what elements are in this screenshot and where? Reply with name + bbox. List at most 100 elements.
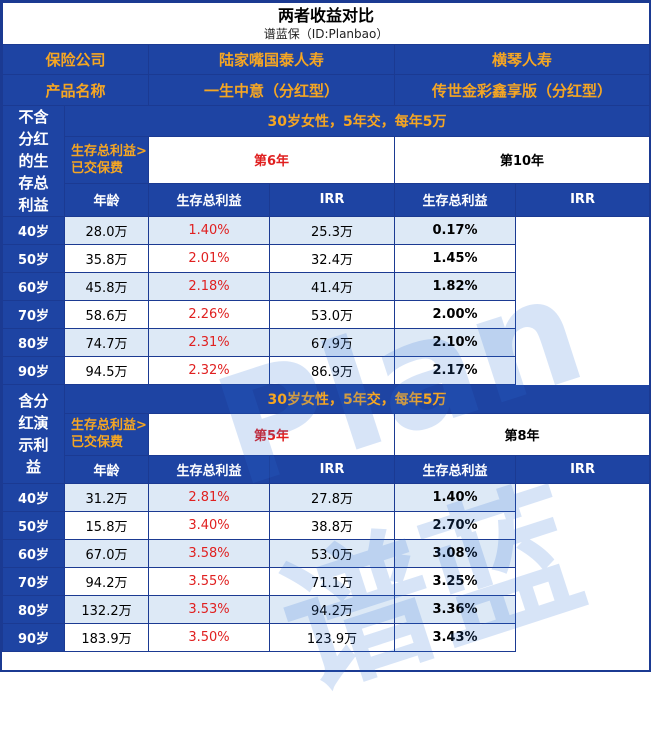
a-irr-cell: 2.81% — [148, 482, 270, 512]
product-a: 一生中意（分红型） — [148, 74, 395, 106]
section1-condition: 30岁女性，5年交，每年5万 — [63, 105, 651, 137]
comparison-table: 两者收益对比 谱蓝保（ID:Planbao） 保险公司 陆家嘴国泰人寿 横琴人寿… — [1, 2, 651, 385]
b-irr-cell: 2.00% — [394, 300, 516, 329]
a-benefit-cell: 28.0万 — [64, 216, 149, 245]
section1-a-irr-header: IRR — [269, 182, 395, 218]
b-benefit-cell: 67.9万 — [269, 328, 395, 357]
b-benefit-cell: 27.8万 — [269, 482, 395, 512]
a-irr-cell: 3.55% — [148, 566, 270, 596]
a-irr-cell: 3.58% — [148, 538, 270, 568]
a-benefit-cell: 35.8万 — [64, 244, 149, 273]
table-row: 70岁 94.2万 3.55% 71.1万 3.25% — [2, 566, 650, 596]
b-irr-cell: 1.40% — [394, 482, 516, 512]
a-irr-cell: 2.26% — [148, 300, 270, 329]
b-irr-cell: 3.36% — [394, 594, 516, 624]
b-benefit-cell: 32.4万 — [269, 244, 395, 273]
b-benefit-cell: 41.4万 — [269, 272, 395, 301]
a-benefit-cell: 94.2万 — [64, 566, 149, 596]
b-irr-cell: 2.70% — [394, 510, 516, 540]
age-cell: 90岁 — [2, 622, 65, 652]
a-irr-cell: 2.31% — [148, 328, 270, 357]
section2-b-irr-header: IRR — [514, 454, 651, 484]
b-benefit-cell: 71.1万 — [269, 566, 395, 596]
table-row: 60岁 45.8万 2.18% 41.4万 1.82% — [2, 272, 650, 301]
company-a: 陆家嘴国泰人寿 — [148, 44, 395, 75]
section2-benefit-gt-premium-label: 生存总利益>已交保费 — [64, 412, 149, 456]
section2-b-benefit-header: 生存总利益 — [394, 454, 516, 484]
b-irr-cell: 2.10% — [394, 328, 516, 357]
a-benefit-cell: 132.2万 — [64, 594, 149, 624]
age-cell: 90岁 — [2, 356, 65, 385]
company-b: 横琴人寿 — [393, 44, 651, 75]
table-row: 40岁 31.2万 2.81% 27.8万 1.40% — [2, 482, 650, 512]
b-irr-cell: 2.17% — [394, 356, 516, 385]
table-row: 50岁 35.8万 2.01% 32.4万 1.45% — [2, 244, 650, 273]
table-row: 50岁 15.8万 3.40% 38.8万 2.70% — [2, 510, 650, 540]
section1-side-text: 不含分红的生存总利益 — [18, 108, 49, 214]
a-benefit-cell: 58.6万 — [64, 300, 149, 329]
section1-b-irr-header: IRR — [514, 182, 651, 218]
b-benefit-cell: 94.2万 — [269, 594, 395, 624]
section2-side-label: 含分红演示利益 — [2, 385, 65, 484]
a-irr-cell: 2.18% — [148, 272, 270, 301]
section1-year-b: 第10年 — [393, 135, 651, 184]
page-subtitle: 谱蓝保（ID:Planbao） — [263, 27, 389, 41]
section2-year-b: 第8年 — [393, 412, 651, 456]
a-irr-cell: 2.32% — [148, 356, 270, 385]
a-irr-cell: 2.01% — [148, 244, 270, 273]
product-label: 产品名称 — [2, 74, 149, 106]
section2-a-benefit-header: 生存总利益 — [148, 454, 270, 484]
title-cell: 两者收益对比 谱蓝保（ID:Planbao） — [1, 2, 651, 45]
age-cell: 70岁 — [2, 566, 65, 596]
company-label: 保险公司 — [2, 44, 149, 75]
b-benefit-cell: 86.9万 — [269, 356, 395, 385]
age-cell: 80岁 — [2, 594, 65, 624]
table-row: 70岁 58.6万 2.26% 53.0万 2.00% — [2, 300, 650, 329]
a-benefit-cell: 67.0万 — [64, 538, 149, 568]
table-row: 80岁 74.7万 2.31% 67.9万 2.10% — [2, 328, 650, 357]
table-row: 90岁 183.9万 3.50% 123.9万 3.43% — [2, 622, 650, 652]
b-benefit-cell: 53.0万 — [269, 538, 395, 568]
b-irr-cell: 3.08% — [394, 538, 516, 568]
page-title: 两者收益对比 — [278, 6, 375, 25]
a-irr-cell: 1.40% — [148, 216, 270, 245]
a-benefit-cell: 15.8万 — [64, 510, 149, 540]
table-row: 40岁 28.0万 1.40% 25.3万 0.17% — [2, 216, 650, 245]
comparison-document: 两者收益对比 谱蓝保（ID:Planbao） 保险公司 陆家嘴国泰人寿 横琴人寿… — [0, 0, 651, 720]
a-benefit-cell: 94.5万 — [64, 356, 149, 385]
table-row: 80岁 132.2万 3.53% 94.2万 3.36% — [2, 594, 650, 624]
a-benefit-cell: 183.9万 — [64, 622, 149, 652]
age-cell: 50岁 — [2, 510, 65, 540]
age-cell: 70岁 — [2, 300, 65, 329]
b-benefit-cell: 38.8万 — [269, 510, 395, 540]
section1-age-header: 年龄 — [64, 182, 149, 218]
section1-year-a: 第6年 — [148, 135, 395, 184]
section2-age-header: 年龄 — [64, 454, 149, 484]
section1-side-label: 不含分红的生存总利益 — [2, 105, 65, 217]
a-irr-cell: 3.40% — [148, 510, 270, 540]
b-benefit-cell: 25.3万 — [269, 216, 395, 245]
b-benefit-cell: 53.0万 — [269, 300, 395, 329]
b-irr-cell: 3.25% — [394, 566, 516, 596]
section1-benefit-gt-premium-label: 生存总利益>已交保费 — [64, 135, 149, 184]
age-cell: 60岁 — [2, 538, 65, 568]
product-b: 传世金彩鑫享版（分红型） — [393, 74, 651, 106]
a-irr-cell: 3.53% — [148, 594, 270, 624]
age-cell: 60岁 — [2, 272, 65, 301]
a-benefit-cell: 74.7万 — [64, 328, 149, 357]
table-row: 90岁 94.5万 2.32% 86.9万 2.17% — [2, 356, 650, 385]
section2-a-irr-header: IRR — [269, 454, 395, 484]
a-benefit-cell: 31.2万 — [64, 482, 149, 512]
section2-side-text: 含分红演示利益 — [18, 391, 49, 476]
age-cell: 80岁 — [2, 328, 65, 357]
a-irr-cell: 3.50% — [148, 622, 270, 652]
table-row: 60岁 67.0万 3.58% 53.0万 3.08% — [2, 538, 650, 568]
age-cell: 40岁 — [2, 216, 65, 245]
age-cell: 50岁 — [2, 244, 65, 273]
section2-condition: 30岁女性，5年交，每年5万 — [63, 385, 651, 414]
comparison-table-section2: 含分红演示利益 30岁女性，5年交，每年5万 生存总利益>已交保费 第5年 第8… — [2, 385, 651, 652]
b-irr-cell: 3.43% — [394, 622, 516, 652]
age-cell: 40岁 — [2, 482, 65, 512]
section1-b-benefit-header: 生存总利益 — [394, 182, 516, 218]
b-irr-cell: 0.17% — [394, 216, 516, 245]
